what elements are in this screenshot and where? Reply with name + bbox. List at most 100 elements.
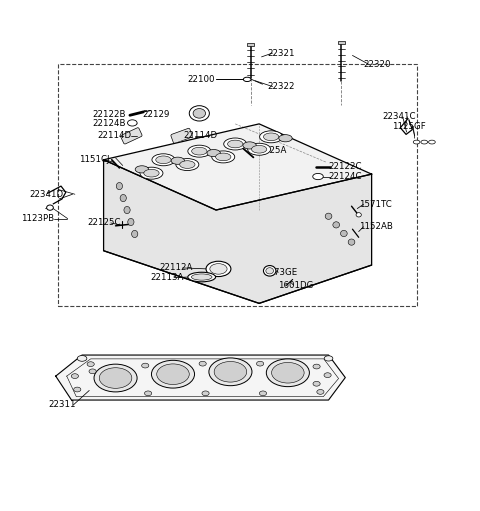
Ellipse shape: [116, 182, 122, 190]
Ellipse shape: [74, 387, 81, 392]
FancyBboxPatch shape: [120, 128, 142, 144]
Polygon shape: [56, 355, 345, 400]
Ellipse shape: [72, 374, 78, 379]
Ellipse shape: [279, 135, 292, 142]
Text: 22341C: 22341C: [383, 112, 416, 121]
Ellipse shape: [176, 158, 199, 171]
Ellipse shape: [216, 153, 231, 161]
Text: 22112A: 22112A: [159, 264, 193, 272]
Ellipse shape: [171, 157, 184, 165]
Ellipse shape: [413, 140, 420, 144]
Ellipse shape: [272, 362, 304, 383]
Ellipse shape: [356, 213, 361, 217]
Ellipse shape: [324, 356, 333, 361]
Text: 1152AB: 1152AB: [359, 222, 393, 231]
Ellipse shape: [348, 239, 355, 245]
Bar: [247, 42, 254, 46]
Text: 22322: 22322: [268, 82, 295, 91]
Ellipse shape: [87, 362, 94, 366]
Text: 22122B: 22122B: [93, 110, 126, 119]
Ellipse shape: [89, 369, 96, 374]
Ellipse shape: [224, 138, 247, 150]
Ellipse shape: [156, 156, 171, 164]
Ellipse shape: [207, 150, 220, 157]
Polygon shape: [104, 124, 372, 210]
Text: 22114D: 22114D: [183, 131, 217, 141]
Text: 22320: 22320: [363, 60, 391, 68]
Ellipse shape: [144, 169, 159, 177]
Ellipse shape: [248, 143, 271, 155]
FancyBboxPatch shape: [171, 128, 192, 144]
Ellipse shape: [325, 213, 332, 219]
Ellipse shape: [124, 206, 130, 214]
Ellipse shape: [260, 131, 283, 143]
Ellipse shape: [313, 381, 320, 386]
Text: 1151CJ: 1151CJ: [79, 155, 109, 164]
Text: 22129: 22129: [142, 110, 169, 119]
Ellipse shape: [192, 274, 212, 280]
Ellipse shape: [140, 167, 163, 179]
Ellipse shape: [47, 205, 53, 210]
Bar: [338, 41, 345, 44]
Ellipse shape: [313, 173, 323, 180]
Ellipse shape: [142, 363, 149, 368]
Ellipse shape: [199, 361, 206, 366]
Text: 22124B: 22124B: [93, 120, 126, 128]
Ellipse shape: [266, 268, 274, 274]
Ellipse shape: [210, 264, 227, 274]
Polygon shape: [104, 160, 372, 304]
Ellipse shape: [132, 230, 138, 238]
Ellipse shape: [212, 151, 235, 163]
Text: 1601DG: 1601DG: [278, 281, 313, 290]
Ellipse shape: [209, 358, 252, 386]
Ellipse shape: [264, 266, 276, 276]
Ellipse shape: [264, 133, 279, 141]
Text: 1125GF: 1125GF: [392, 122, 426, 131]
Ellipse shape: [77, 356, 87, 361]
Text: 22341D: 22341D: [29, 190, 63, 199]
Text: 1123PB: 1123PB: [21, 214, 54, 223]
Ellipse shape: [144, 391, 152, 396]
Text: 22114D: 22114D: [97, 131, 132, 141]
Ellipse shape: [157, 364, 189, 384]
Ellipse shape: [266, 359, 310, 387]
Ellipse shape: [214, 361, 247, 382]
Text: 22125C: 22125C: [88, 219, 121, 227]
Ellipse shape: [256, 361, 264, 366]
Ellipse shape: [313, 364, 320, 369]
Text: 22122C: 22122C: [328, 162, 362, 172]
Bar: [58, 64, 417, 306]
Ellipse shape: [128, 120, 137, 126]
Ellipse shape: [243, 77, 251, 82]
Ellipse shape: [120, 195, 126, 202]
Ellipse shape: [317, 389, 324, 394]
Ellipse shape: [193, 108, 205, 118]
Text: 1573GE: 1573GE: [263, 268, 297, 277]
Ellipse shape: [202, 391, 209, 396]
Text: 22113A: 22113A: [150, 273, 183, 282]
Ellipse shape: [192, 147, 207, 155]
Ellipse shape: [188, 145, 211, 157]
Ellipse shape: [189, 106, 209, 121]
Ellipse shape: [128, 218, 134, 225]
Ellipse shape: [152, 154, 175, 166]
Ellipse shape: [152, 360, 194, 388]
Text: 22124C: 22124C: [328, 172, 362, 181]
Ellipse shape: [206, 261, 231, 276]
Ellipse shape: [188, 272, 216, 282]
Ellipse shape: [340, 230, 347, 237]
Ellipse shape: [252, 146, 267, 153]
Ellipse shape: [99, 368, 132, 388]
Text: 22311: 22311: [48, 400, 76, 409]
Ellipse shape: [259, 391, 266, 396]
Text: 1571TC: 1571TC: [359, 200, 392, 209]
Ellipse shape: [135, 166, 149, 173]
Ellipse shape: [243, 142, 256, 149]
Ellipse shape: [429, 140, 435, 144]
Text: 22125A: 22125A: [253, 146, 287, 155]
Text: 22100: 22100: [188, 75, 215, 84]
Ellipse shape: [421, 140, 428, 144]
Text: 22321: 22321: [268, 49, 295, 58]
Ellipse shape: [180, 161, 195, 169]
Ellipse shape: [324, 373, 331, 378]
